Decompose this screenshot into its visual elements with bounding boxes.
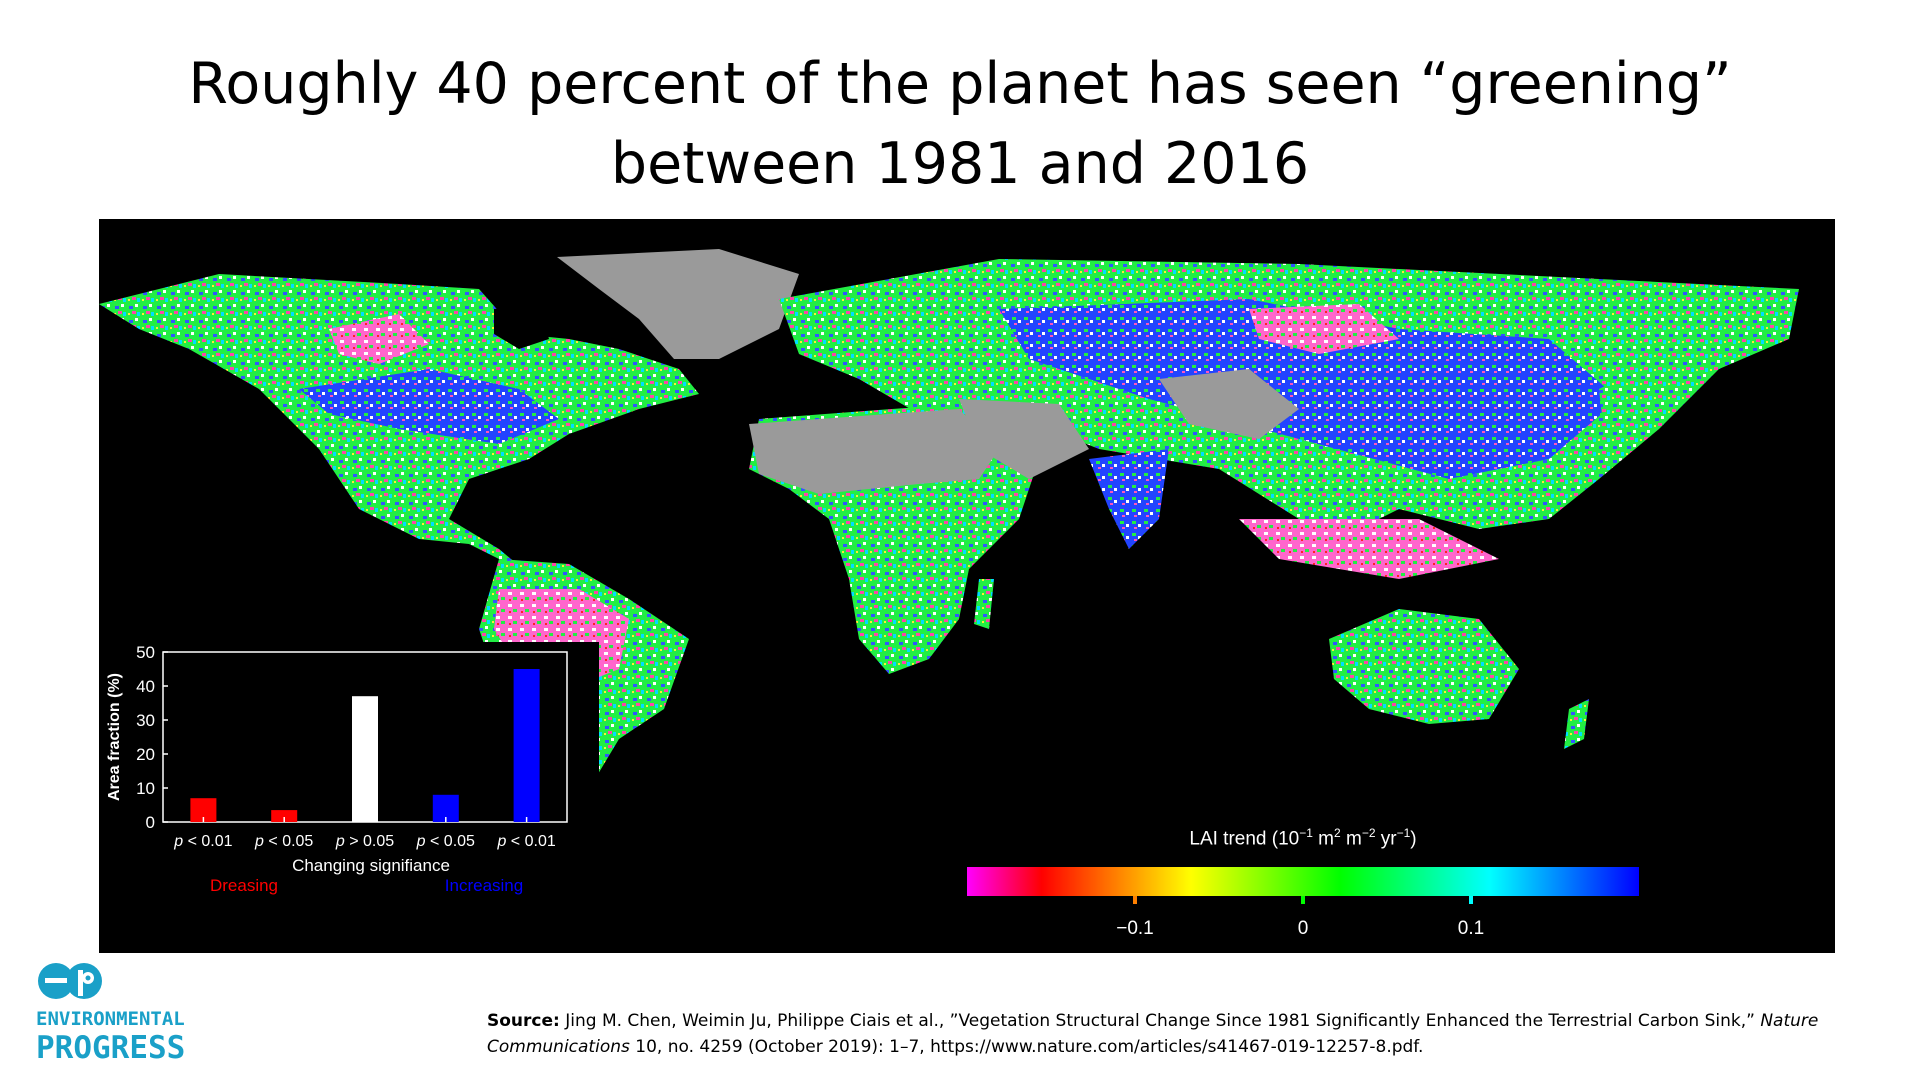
india-shape <box>1089 449 1169 549</box>
colorbar-tick-mark <box>1133 896 1137 904</box>
bars-group <box>190 669 540 822</box>
lai-trend-colorbar: LAI trend (10−1 m2 m−2 yr−1) −0.1 0 0.1 <box>967 826 1727 946</box>
sahara-desert <box>749 409 999 494</box>
greenland-shape <box>557 249 799 359</box>
greening-world-map: 0 10 20 30 40 50 p < 0.01 p < 0.05 p > 0.05 p < … <box>99 219 1835 953</box>
x-axis-ticks: p < 0.01 p < 0.05 p > 0.05 p < 0.05 p < 0.01 <box>173 817 556 850</box>
world-map-image <box>99 249 1799 929</box>
logo-text-line-2: PROGRESS <box>36 1030 186 1066</box>
y-tick-label: 30 <box>136 711 155 730</box>
colorbar-gradient <box>967 867 1639 896</box>
north-america-blue-band <box>299 369 559 444</box>
x-tick-label: p < 0.05 <box>254 833 313 850</box>
slide-title: Roughly 40 percent of the planet has see… <box>0 44 1920 204</box>
y-tick-label: 40 <box>136 677 155 696</box>
environmental-progress-logo: ENVIRONMENTAL PROGRESS <box>36 960 196 1066</box>
y-tick-label: 20 <box>136 745 155 764</box>
bar-1 <box>190 798 217 822</box>
new-zealand-shape <box>1564 699 1589 749</box>
group-label-decreasing: Dreasing <box>210 876 278 895</box>
x-axis-label: Changing signifiance <box>292 856 450 875</box>
source-text-b: 10, no. 4259 (October 2019): 1–7, https:… <box>629 1037 1424 1057</box>
colorbar-tick-label: 0 <box>1297 918 1309 939</box>
title-line-2: between 1981 and 2016 <box>610 131 1310 197</box>
source-citation: Source: Jing M. Chen, Weimin Ju, Philipp… <box>487 1008 1907 1060</box>
siberia-pink-patch <box>1249 304 1399 354</box>
colorbar-tick-mark <box>1301 896 1305 904</box>
x-tick-label: p < 0.01 <box>496 833 555 850</box>
colorbar-tick-label: −0.1 <box>1116 918 1154 939</box>
x-tick-label: p > 0.05 <box>335 833 394 850</box>
y-axis-ticks: 0 10 20 30 40 50 <box>136 643 168 832</box>
source-label: Source: <box>487 1011 560 1031</box>
y-axis-label: Area fraction (%) <box>106 673 123 801</box>
x-tick-label: p < 0.01 <box>173 833 232 850</box>
x-tick-label: p < 0.05 <box>416 833 475 850</box>
central-asia-desert <box>1159 369 1299 439</box>
source-text-a: Jing M. Chen, Weimin Ju, Philippe Ciais … <box>559 1011 1761 1031</box>
eurasia-blue-region <box>999 299 1619 479</box>
arabia-desert <box>959 399 1089 479</box>
y-tick-label: 50 <box>136 643 155 662</box>
japan-shape <box>1599 379 1629 434</box>
australia-shape <box>1329 609 1519 724</box>
bar-2 <box>271 810 298 822</box>
logo-text-line-1: ENVIRONMENTAL <box>36 1008 185 1030</box>
north-america-pink-patch <box>329 314 429 364</box>
colorbar-tick-label: 0.1 <box>1457 918 1485 939</box>
hudson-bay-shape <box>494 304 549 349</box>
title-line-1: Roughly 40 percent of the planet has see… <box>188 51 1732 117</box>
bar-5 <box>513 669 540 822</box>
y-tick-label: 10 <box>136 779 155 798</box>
source-journal: Nature Communications <box>487 1011 1819 1057</box>
southeast-asia-islands <box>1239 519 1499 579</box>
y-tick-label: 0 <box>146 813 155 832</box>
colorbar-tick-mark <box>1469 896 1473 904</box>
colorbar-title: LAI trend (10−1 m2 m−2 yr−1) <box>1189 826 1417 850</box>
ep-logo-mark-icon <box>38 963 102 999</box>
madagascar-shape <box>974 579 994 629</box>
group-label-increasing: Increasing <box>445 876 523 895</box>
bar-3 <box>352 696 378 822</box>
